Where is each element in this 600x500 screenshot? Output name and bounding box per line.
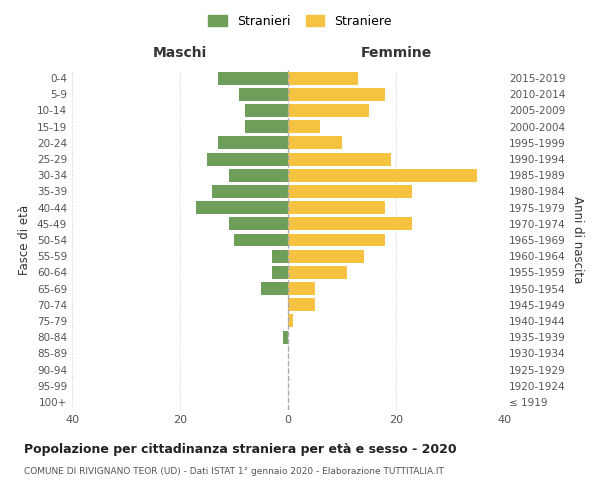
Bar — [288, 152, 391, 166]
Bar — [288, 234, 385, 246]
Bar — [288, 88, 385, 101]
Bar — [272, 266, 288, 279]
Bar — [288, 250, 364, 262]
Bar — [245, 104, 288, 117]
Bar — [239, 88, 288, 101]
Y-axis label: Anni di nascita: Anni di nascita — [571, 196, 584, 284]
Legend: Stranieri, Straniere: Stranieri, Straniere — [205, 11, 395, 32]
Bar — [288, 185, 412, 198]
Bar — [234, 234, 288, 246]
Y-axis label: Fasce di età: Fasce di età — [19, 205, 31, 275]
Bar — [288, 266, 347, 279]
Bar — [288, 120, 320, 133]
Bar — [218, 136, 288, 149]
Bar — [288, 314, 293, 328]
Text: Popolazione per cittadinanza straniera per età e sesso - 2020: Popolazione per cittadinanza straniera p… — [24, 442, 457, 456]
Bar — [229, 218, 288, 230]
Text: COMUNE DI RIVIGNANO TEOR (UD) - Dati ISTAT 1° gennaio 2020 - Elaborazione TUTTIT: COMUNE DI RIVIGNANO TEOR (UD) - Dati IST… — [24, 468, 444, 476]
Bar — [288, 282, 315, 295]
Bar — [283, 330, 288, 344]
Bar — [245, 120, 288, 133]
Bar — [207, 152, 288, 166]
Bar — [288, 218, 412, 230]
Bar — [288, 169, 477, 181]
Text: Femmine: Femmine — [361, 46, 431, 60]
Bar — [288, 201, 385, 214]
Bar — [288, 72, 358, 85]
Bar — [212, 185, 288, 198]
Bar — [229, 169, 288, 181]
Bar — [261, 282, 288, 295]
Bar — [272, 250, 288, 262]
Bar — [288, 104, 369, 117]
Bar — [218, 72, 288, 85]
Bar — [288, 298, 315, 311]
Bar — [196, 201, 288, 214]
Bar — [288, 136, 342, 149]
Text: Maschi: Maschi — [153, 46, 207, 60]
